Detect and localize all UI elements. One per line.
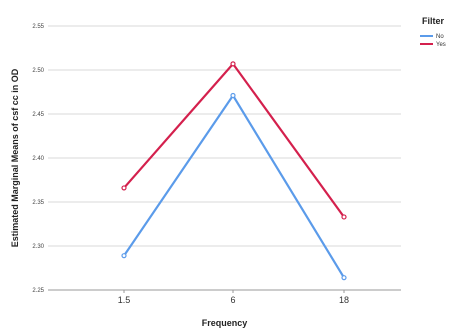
x-tick-label: 18 (339, 295, 349, 305)
y-tick-label: 2.35 (32, 200, 44, 206)
legend: Filter No Yes (420, 16, 446, 48)
series-lines (121, 61, 347, 281)
x-tick-label: 6 (230, 295, 235, 305)
y-tick-label: 2.50 (32, 68, 44, 74)
y-tick-label: 2.25 (32, 288, 44, 294)
legend-label-yes: Yes (436, 42, 446, 48)
y-tick-label: 2.30 (32, 244, 44, 250)
data-point-no (341, 275, 347, 281)
data-point-yes (121, 185, 127, 191)
y-axis-title: Estimated Marginal Means of csf cc in OD (10, 68, 20, 247)
data-point-yes (230, 61, 236, 67)
gridlines (48, 25, 401, 247)
data-point-no (121, 253, 127, 259)
x-axis-ticks: 1.5 6 18 (118, 290, 349, 305)
y-tick-label: 2.55 (32, 24, 44, 30)
y-axis-ticks: 2.25 2.30 2.35 2.40 2.45 2.50 2.55 (32, 24, 44, 294)
x-tick-label: 1.5 (118, 295, 131, 305)
series-line-yes (123, 62, 345, 218)
legend-label-no: No (436, 34, 444, 40)
series-line-no (123, 93, 345, 279)
x-axis-title: Frequency (202, 318, 248, 328)
legend-title: Filter (422, 16, 445, 26)
data-point-yes (341, 214, 347, 220)
y-tick-label: 2.45 (32, 112, 44, 118)
y-tick-label: 2.40 (32, 156, 44, 162)
data-point-no (230, 92, 236, 99)
